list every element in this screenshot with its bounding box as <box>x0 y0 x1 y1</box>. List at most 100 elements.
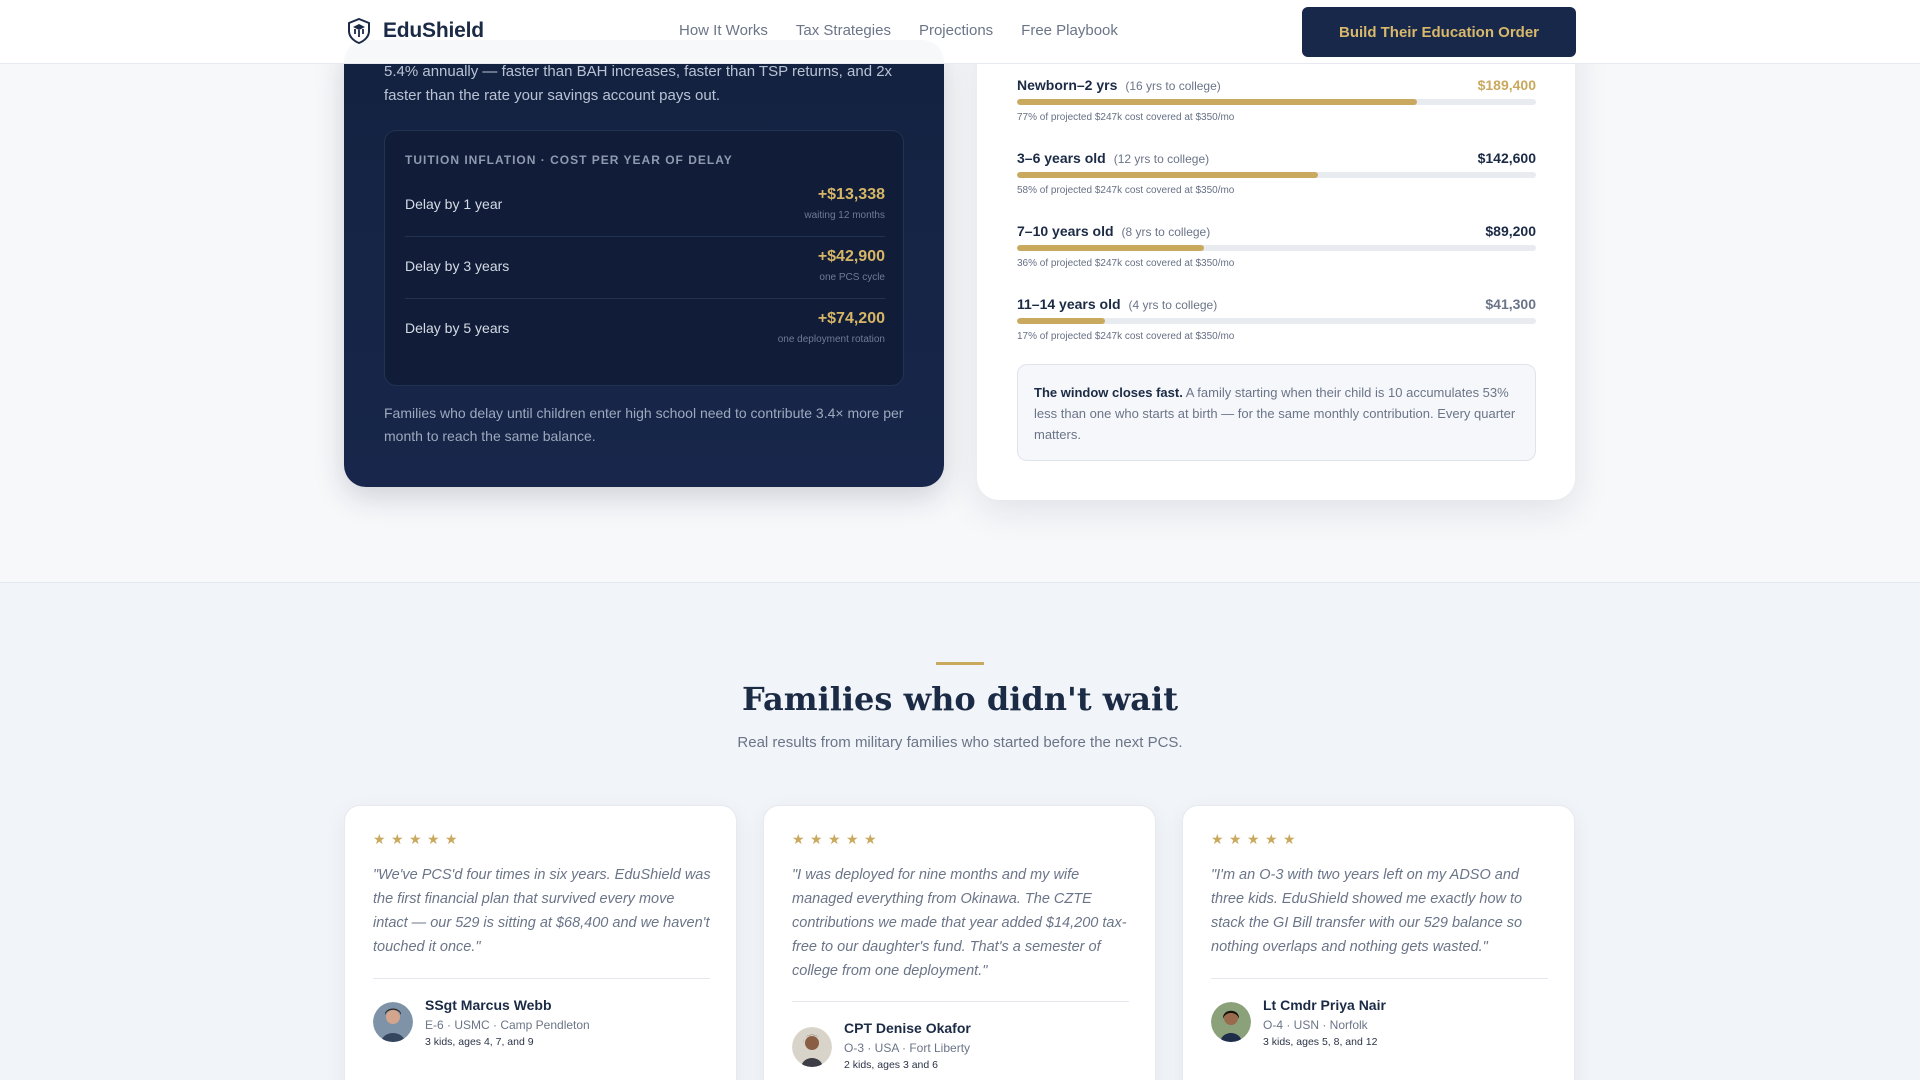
age-projection-row: 3–6 years old (12 yrs to college) $142,6… <box>1017 150 1536 210</box>
inflation-intro-text: 5.4% annually — faster than BAH increase… <box>384 63 893 104</box>
star-icon: ★ <box>391 831 404 847</box>
coverage-note: 58% of projected $247k cost covered at $… <box>1017 185 1235 196</box>
star-icon: ★ <box>1265 831 1278 847</box>
nav-link-projections[interactable]: Projections <box>918 22 994 39</box>
testimonial-quote: "I was deployed for nine months and my w… <box>792 867 1127 979</box>
build-education-order-button[interactable]: Build Their Education Order <box>1302 7 1576 57</box>
years-to-college: (12 yrs to college) <box>1113 152 1210 166</box>
years-to-college: (8 yrs to college) <box>1121 225 1211 239</box>
delay-cost-subtext: one deployment rotation <box>777 334 885 345</box>
author-name: Lt Cmdr Priya Nair <box>1263 997 1386 1013</box>
author-kids: 2 kids, ages 3 and 6 <box>844 1059 938 1071</box>
author-kids: 3 kids, ages 4, 7, and 9 <box>425 1036 534 1048</box>
star-icon: ★ <box>792 831 805 847</box>
testimonials-subtitle: Real results from military families who … <box>737 734 1183 751</box>
author-role: E-6 · USMC · Camp Pendleton <box>425 1018 590 1032</box>
star-icon: ★ <box>810 831 823 847</box>
nav-link-free-playbook[interactable]: Free Playbook <box>1021 22 1118 39</box>
star-icon: ★ <box>864 831 877 847</box>
tuition-delay-card: 5.4% annually — faster than BAH increase… <box>344 40 944 487</box>
coverage-progress-bar <box>1017 99 1536 105</box>
star-icon: ★ <box>1247 831 1260 847</box>
age-projection-card: Newborn–2 yrs (16 yrs to college) $189,4… <box>977 20 1575 500</box>
age-projection-row: 11–14 years old (4 yrs to college) $41,3… <box>1017 296 1536 356</box>
author-divider <box>1211 978 1548 979</box>
section-accent-divider <box>936 662 984 665</box>
avatar <box>1211 1002 1251 1042</box>
coverage-progress-fill <box>1017 318 1106 324</box>
top-navigation: EduShield How It Works Tax Strategies Pr… <box>0 0 1920 64</box>
brand-name: EduShield <box>383 19 484 42</box>
coverage-note: 36% of projected $247k cost covered at $… <box>1017 258 1235 269</box>
testimonials-title: Families who didn't wait <box>742 680 1178 718</box>
callout-body-text: A family starting when their child is 10… <box>1034 385 1516 442</box>
delay-footer-text: Families who delay until children enter … <box>384 405 904 444</box>
inflation-row: Delay by 5 years +$74,200 one deployment… <box>405 300 885 361</box>
age-projection-row: 7–10 years old (8 yrs to college) $89,20… <box>1017 223 1536 283</box>
callout-bold-text: The window closes fast. <box>1034 385 1183 400</box>
testimonial-card: ★ ★ ★ ★ ★ "We've PCS'd four times in six yea… <box>344 805 737 1080</box>
projected-balance: $189,400 <box>1477 77 1536 93</box>
window-closes-callout: The window closes fast. A family startin… <box>1017 364 1536 461</box>
testimonial-card: ★ ★ ★ ★ ★ "I was deployed for nine months an… <box>763 805 1156 1080</box>
coverage-progress-bar <box>1017 318 1536 324</box>
projection-section <box>0 0 1920 582</box>
star-rating: ★ ★ ★ ★ ★ <box>373 832 459 846</box>
years-to-college: (16 yrs to college) <box>1125 79 1221 93</box>
age-group-label: 11–14 years old <box>1017 296 1121 312</box>
nav-link-tax-strategies[interactable]: Tax Strategies <box>795 22 891 39</box>
projected-balance: $89,200 <box>1485 223 1536 239</box>
delay-label: Delay by 3 years <box>405 258 510 274</box>
author-divider <box>792 1001 1129 1002</box>
coverage-note: 77% of projected $247k cost covered at $… <box>1017 112 1235 123</box>
testimonial-quote: "I'm an O-3 with two years left on my AD… <box>1211 867 1523 955</box>
coverage-note: 17% of projected $247k cost covered at $… <box>1017 331 1235 342</box>
projected-balance: $142,600 <box>1477 150 1536 166</box>
star-icon: ★ <box>427 831 440 847</box>
delay-cost-value: +$13,338 <box>817 186 885 203</box>
author-name: SSgt Marcus Webb <box>425 997 552 1013</box>
inflation-row: Delay by 3 years +$42,900 one PCS cycle <box>405 238 885 299</box>
avatar <box>373 1002 413 1042</box>
star-rating: ★ ★ ★ ★ ★ <box>792 832 878 846</box>
author-name: CPT Denise Okafor <box>844 1020 971 1036</box>
coverage-progress-fill <box>1017 172 1319 178</box>
inflation-table-title: TUITION INFLATION · COST PER YEAR OF DEL… <box>405 153 733 167</box>
nav-link-how-it-works[interactable]: How It Works <box>679 22 768 39</box>
delay-label: Delay by 5 years <box>405 320 510 336</box>
star-icon: ★ <box>445 831 458 847</box>
star-icon: ★ <box>409 831 422 847</box>
star-icon: ★ <box>1211 831 1224 847</box>
star-icon: ★ <box>1229 831 1242 847</box>
star-icon: ★ <box>828 831 841 847</box>
delay-cost-value: +$74,200 <box>817 310 885 327</box>
star-icon: ★ <box>373 831 386 847</box>
coverage-progress-fill <box>1017 99 1417 105</box>
tuition-inflation-table: TUITION INFLATION · COST PER YEAR OF DEL… <box>384 130 904 386</box>
delay-cost-value: +$42,900 <box>817 248 885 265</box>
author-kids: 3 kids, ages 5, 8, and 12 <box>1263 1036 1378 1048</box>
nav-links: How It Works Tax Strategies Projections … <box>679 22 1118 39</box>
age-projection-row: Newborn–2 yrs (16 yrs to college) $189,4… <box>1017 77 1536 137</box>
age-projection-heading: 3–6 years old (12 yrs to college) <box>1017 150 1209 166</box>
brand[interactable]: EduShield <box>347 18 484 44</box>
age-group-label: Newborn–2 yrs <box>1017 77 1118 93</box>
star-icon: ★ <box>1283 831 1296 847</box>
projected-balance: $41,300 <box>1485 296 1536 312</box>
years-to-college: (4 yrs to college) <box>1128 298 1218 312</box>
author-divider <box>373 978 710 979</box>
age-projection-heading: Newborn–2 yrs (16 yrs to college) <box>1017 77 1221 93</box>
testimonial-quote: "We've PCS'd four times in six years. Ed… <box>373 867 711 955</box>
age-projection-heading: 7–10 years old (8 yrs to college) <box>1017 223 1210 239</box>
avatar <box>792 1027 832 1067</box>
coverage-progress-bar <box>1017 172 1536 178</box>
age-group-label: 7–10 years old <box>1017 223 1114 239</box>
age-group-label: 3–6 years old <box>1017 150 1106 166</box>
author-role: O-4 · USN · Norfolk <box>1263 1018 1368 1032</box>
delay-cost-subtext: waiting 12 months <box>804 210 885 221</box>
author-role: O-3 · USA · Fort Liberty <box>844 1041 971 1055</box>
delay-label: Delay by 1 year <box>405 196 503 212</box>
delay-cost-subtext: one PCS cycle <box>819 272 885 283</box>
star-icon: ★ <box>846 831 859 847</box>
shield-logo-icon <box>348 18 370 44</box>
